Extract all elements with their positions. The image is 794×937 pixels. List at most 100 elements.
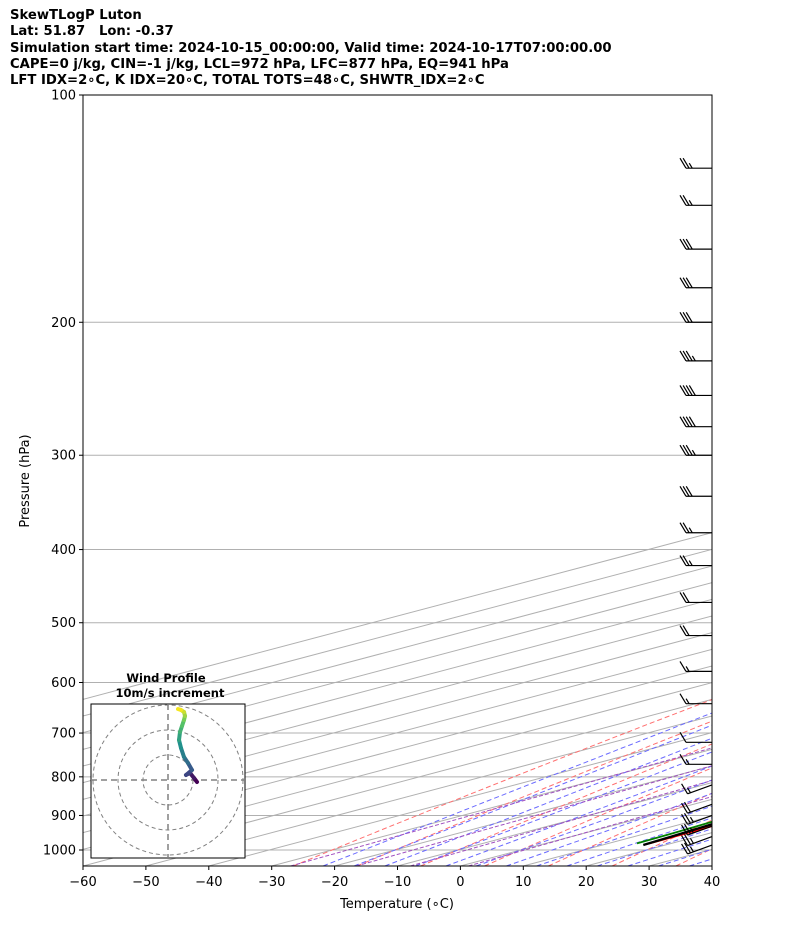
wind-barb bbox=[681, 783, 713, 795]
wind-barb-flag bbox=[682, 195, 690, 206]
wind-barb-half-flag bbox=[685, 698, 690, 704]
wind-barb-flag bbox=[682, 350, 690, 362]
wind-barb-flag bbox=[679, 157, 687, 169]
wind-barb-flag bbox=[688, 385, 696, 396]
moist-adiabat bbox=[475, 779, 712, 866]
dry-adiabat bbox=[548, 792, 712, 866]
wind-barb-half-flag bbox=[691, 355, 696, 362]
header-location: Lat: 51.87 Lon: -0.37 bbox=[10, 24, 174, 40]
wind-barb bbox=[679, 277, 712, 289]
wind-barb-flag bbox=[679, 277, 687, 289]
wind-barb-flag bbox=[688, 416, 696, 428]
isotherm-gridline bbox=[648, 848, 712, 866]
wind-barb-flag bbox=[679, 385, 687, 396]
wind-barb bbox=[679, 753, 712, 765]
wind-barb-flag bbox=[685, 485, 693, 497]
moist-adiabat bbox=[658, 848, 712, 866]
cape-area bbox=[648, 824, 712, 844]
wind-barb-flag bbox=[681, 814, 689, 825]
moist-adiabat bbox=[415, 751, 712, 866]
mixing-ratio-line bbox=[356, 765, 712, 866]
wind-barb-flag bbox=[683, 834, 692, 845]
wind-barb-flag bbox=[682, 555, 690, 566]
wind-barb-flag bbox=[679, 693, 687, 704]
x-tick-label: −60 bbox=[69, 875, 96, 890]
wind-barb-flag bbox=[679, 350, 687, 362]
y-tick-label: 1000 bbox=[43, 844, 76, 859]
y-tick-label: 400 bbox=[51, 543, 76, 558]
wind-barb-flag bbox=[682, 277, 690, 289]
header-stability-indices: LFT IDX=2∘C, K IDX=20∘C, TOTAL TOTS=48∘C… bbox=[10, 73, 485, 89]
wind-barb-flag bbox=[683, 801, 692, 813]
wind-barb bbox=[681, 842, 713, 855]
isotherm-gridline bbox=[334, 765, 712, 866]
wind-barb bbox=[679, 385, 712, 397]
wind-barb-flag bbox=[679, 522, 687, 534]
y-tick-label: 900 bbox=[51, 809, 76, 824]
wind-barb-flag bbox=[685, 311, 693, 323]
cape-shading bbox=[648, 824, 712, 844]
wind-barb-half-flag bbox=[689, 838, 694, 844]
wind-barb-flag bbox=[681, 783, 689, 795]
wind-barb-flag bbox=[682, 625, 690, 636]
wind-barb-flag bbox=[681, 835, 689, 846]
x-tick-label: −50 bbox=[132, 875, 159, 890]
inset-title: Wind Profile bbox=[126, 671, 206, 685]
wind-barb bbox=[679, 195, 712, 206]
wind-barb-flag bbox=[682, 485, 690, 497]
dry-adiabat bbox=[740, 95, 794, 866]
x-tick-label: 10 bbox=[515, 875, 532, 890]
wind-barb-flag bbox=[685, 444, 693, 456]
wind-barb-flag bbox=[683, 812, 692, 824]
dry-adiabat bbox=[293, 699, 712, 866]
wind-barb-flag bbox=[682, 444, 690, 456]
mixing-ratio-line bbox=[468, 796, 712, 866]
wind-barb-staff bbox=[687, 784, 713, 795]
header-times: Simulation start time: 2024-10-15_00:00:… bbox=[10, 40, 612, 56]
dewpoint-line bbox=[636, 820, 712, 845]
isotherm-gridline bbox=[83, 615, 712, 784]
x-tick-label: −20 bbox=[321, 875, 348, 890]
x-tick-label: 0 bbox=[456, 875, 464, 890]
x-tick-label: −10 bbox=[384, 875, 411, 890]
wind-barb bbox=[679, 522, 712, 534]
wind-barb-flag bbox=[681, 843, 689, 855]
dry-adiabat bbox=[420, 743, 712, 866]
temperature-line bbox=[649, 825, 712, 845]
isotherm-gridline bbox=[83, 682, 712, 850]
wind-barb-flag bbox=[679, 311, 687, 323]
wind-barb-flag bbox=[683, 842, 692, 854]
wind-barb bbox=[681, 834, 713, 847]
wind-barb-half-flag bbox=[689, 827, 694, 834]
wind-barb-flag bbox=[679, 444, 687, 456]
wind-barb-flag bbox=[682, 157, 690, 169]
isotherm-gridline bbox=[83, 698, 712, 866]
isotherm-gridline bbox=[83, 632, 712, 800]
wind-barb-half-flag bbox=[685, 758, 690, 765]
profile-lines bbox=[636, 820, 712, 847]
y-tick-label: 100 bbox=[51, 89, 76, 104]
wind-barb bbox=[679, 157, 712, 169]
header-title: SkewTLogP Luton bbox=[10, 8, 142, 23]
wind-barb-flag bbox=[679, 661, 687, 672]
wind-barb-flag bbox=[681, 802, 689, 814]
wind-barb-flag bbox=[685, 350, 693, 362]
wind-barb-flag bbox=[679, 238, 687, 250]
wind-barb-flag bbox=[679, 753, 687, 765]
wind-barb-half-flag bbox=[688, 560, 693, 566]
wind-barb-half-flag bbox=[689, 846, 694, 853]
wind-barb bbox=[679, 311, 712, 323]
wind-barb-flag bbox=[679, 485, 687, 497]
y-axis-label: Pressure (hPa) bbox=[18, 434, 33, 527]
chart-header: SkewTLogP Luton Lat: 51.87 Lon: -0.37 Si… bbox=[10, 8, 612, 89]
isotherm-gridline bbox=[460, 798, 712, 866]
inset-subtitle: 10m/s increment bbox=[116, 686, 225, 700]
wind-barb-staff bbox=[687, 803, 713, 814]
wind-barb-flag bbox=[685, 385, 693, 396]
wind-barb bbox=[681, 823, 713, 836]
isotherm-gridline bbox=[523, 815, 712, 866]
wind-barb-half-flag bbox=[688, 162, 693, 169]
wind-barb-flag bbox=[679, 731, 687, 743]
moist-adiabat bbox=[384, 737, 712, 866]
